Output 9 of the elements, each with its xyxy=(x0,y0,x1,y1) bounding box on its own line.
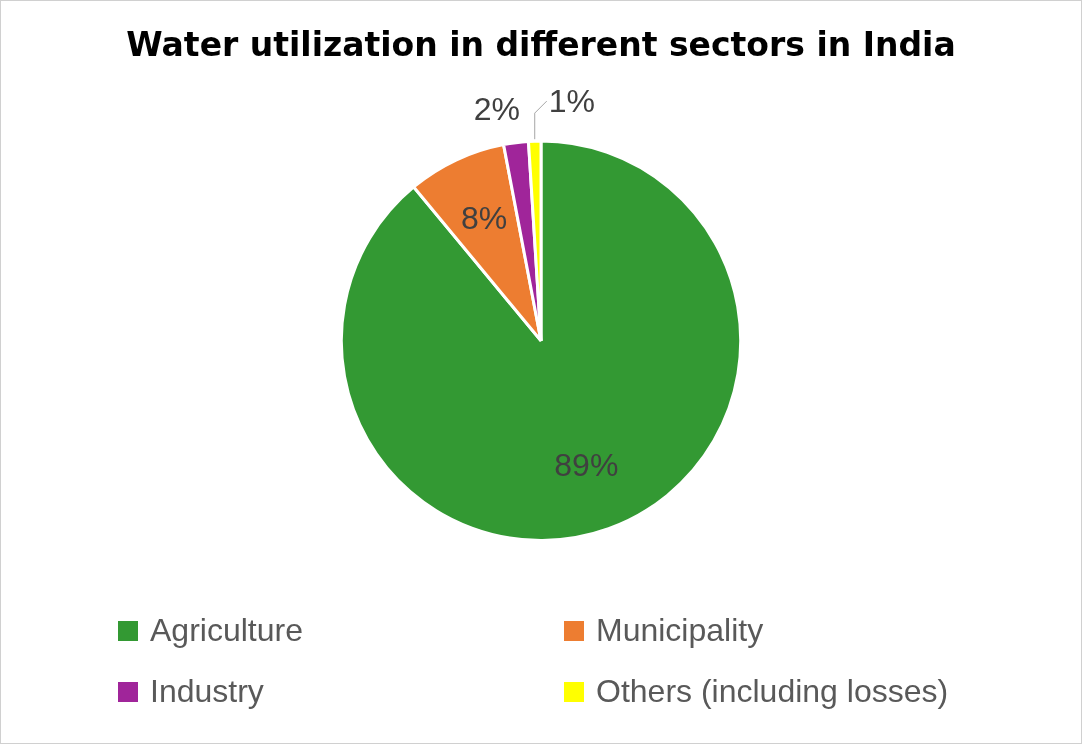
chart-title: Water utilization in different sectors in India xyxy=(126,25,956,65)
data-label: 8% xyxy=(460,199,508,236)
legend-label: Municipality xyxy=(596,612,764,649)
data-label: 2% xyxy=(473,90,520,127)
legend-label: Others (including losses) xyxy=(596,673,949,710)
legend-label: Industry xyxy=(150,673,264,710)
data-label: 89% xyxy=(554,446,619,483)
data-label: 1% xyxy=(548,82,595,119)
legend-label: Agriculture xyxy=(150,612,303,649)
